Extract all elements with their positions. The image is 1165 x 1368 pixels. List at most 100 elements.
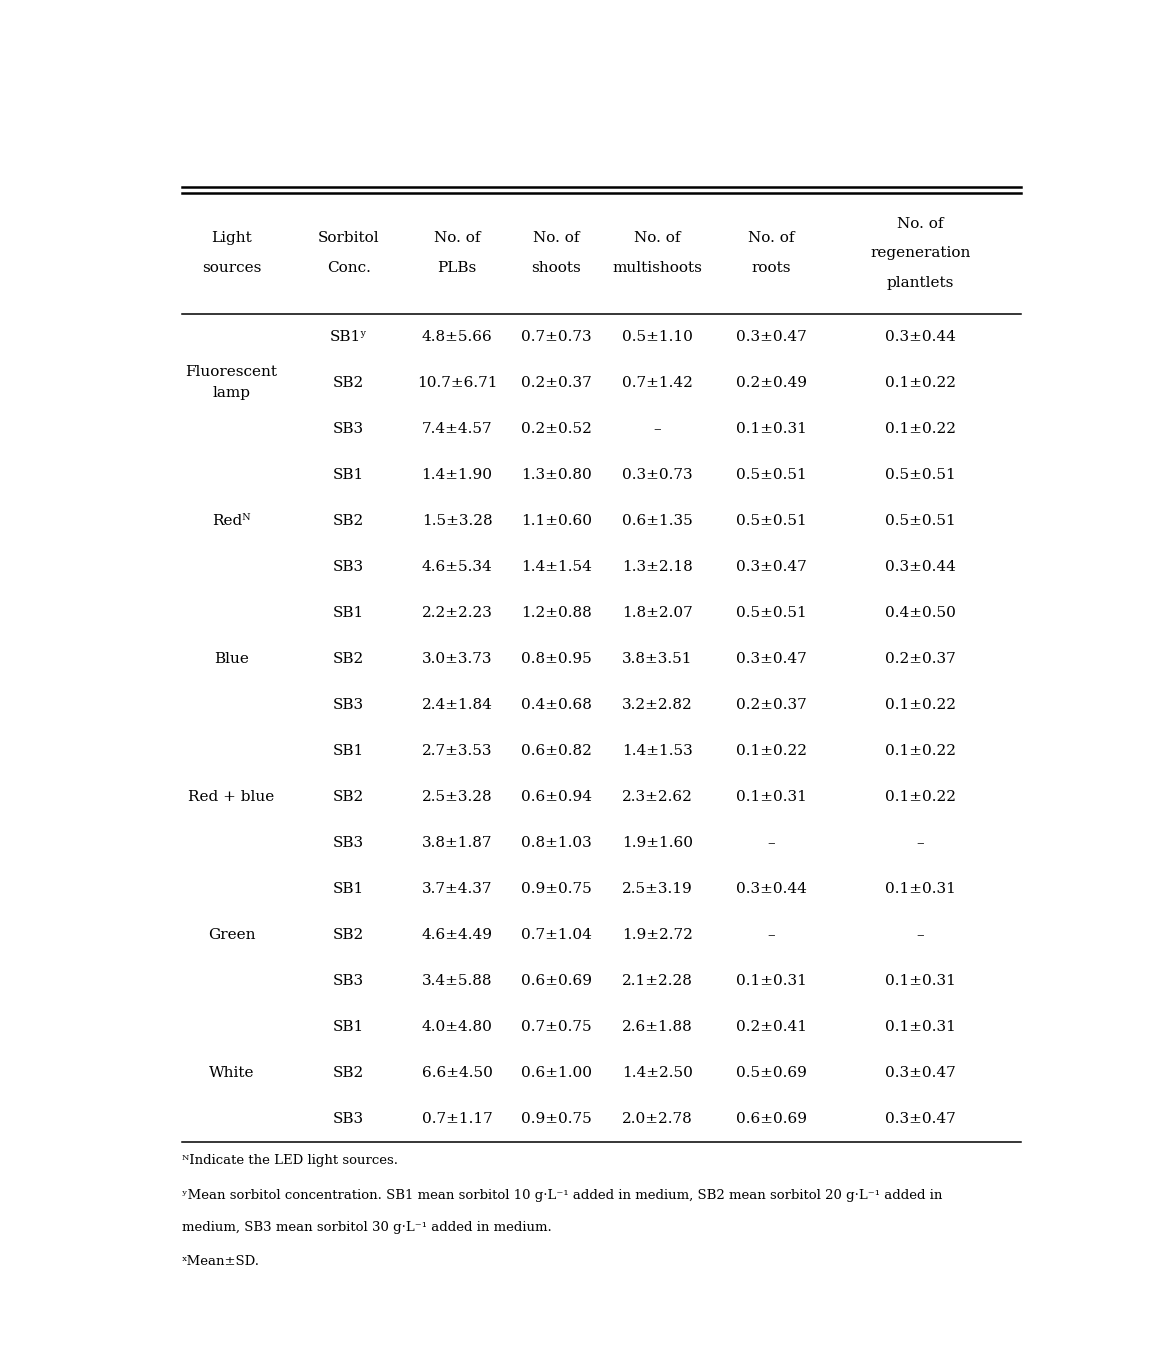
Text: –: –	[917, 836, 924, 850]
Text: 3.4±5.88: 3.4±5.88	[422, 974, 493, 988]
Text: 0.8±1.03: 0.8±1.03	[521, 836, 592, 850]
Text: lamp: lamp	[212, 386, 250, 401]
Text: SB2: SB2	[333, 376, 365, 390]
Text: SB2: SB2	[333, 1066, 365, 1079]
Text: 2.5±3.19: 2.5±3.19	[622, 882, 693, 896]
Text: 4.8±5.66: 4.8±5.66	[422, 330, 493, 343]
Text: No. of: No. of	[897, 216, 944, 231]
Text: 0.5±0.51: 0.5±0.51	[736, 514, 806, 528]
Text: 0.1±0.22: 0.1±0.22	[884, 421, 955, 436]
Text: 0.7±1.17: 0.7±1.17	[422, 1112, 493, 1126]
Text: 0.9±0.75: 0.9±0.75	[521, 1112, 592, 1126]
Text: SB1: SB1	[333, 744, 365, 758]
Text: 2.0±2.78: 2.0±2.78	[622, 1112, 693, 1126]
Text: 6.6±4.50: 6.6±4.50	[422, 1066, 493, 1079]
Text: No. of: No. of	[534, 231, 580, 245]
Text: 0.3±0.47: 0.3±0.47	[736, 560, 806, 573]
Text: 0.3±0.44: 0.3±0.44	[885, 560, 955, 573]
Text: SB3: SB3	[333, 421, 365, 436]
Text: 1.8±2.07: 1.8±2.07	[622, 606, 693, 620]
Text: 0.1±0.22: 0.1±0.22	[884, 698, 955, 711]
Text: 0.2±0.52: 0.2±0.52	[521, 421, 592, 436]
Text: 7.4±4.57: 7.4±4.57	[422, 421, 493, 436]
Text: 1.4±1.53: 1.4±1.53	[622, 744, 693, 758]
Text: Blue: Blue	[214, 651, 249, 666]
Text: 0.2±0.37: 0.2±0.37	[885, 651, 955, 666]
Text: roots: roots	[751, 261, 791, 275]
Text: 0.6±1.00: 0.6±1.00	[521, 1066, 592, 1079]
Text: 0.6±0.69: 0.6±0.69	[521, 974, 592, 988]
Text: 0.6±0.94: 0.6±0.94	[521, 789, 592, 804]
Text: 3.2±2.82: 3.2±2.82	[622, 698, 693, 711]
Text: SB2: SB2	[333, 651, 365, 666]
Text: 4.6±5.34: 4.6±5.34	[422, 560, 493, 573]
Text: 0.3±0.44: 0.3±0.44	[736, 882, 806, 896]
Text: 4.6±4.49: 4.6±4.49	[422, 928, 493, 941]
Text: ˣMean±SD.: ˣMean±SD.	[182, 1256, 260, 1268]
Text: 0.5±0.51: 0.5±0.51	[885, 468, 955, 482]
Text: 0.3±0.44: 0.3±0.44	[885, 330, 955, 343]
Text: Redᴺ: Redᴺ	[212, 514, 250, 528]
Text: 2.7±3.53: 2.7±3.53	[422, 744, 493, 758]
Text: 0.6±0.69: 0.6±0.69	[736, 1112, 807, 1126]
Text: 0.3±0.73: 0.3±0.73	[622, 468, 693, 482]
Text: SB1: SB1	[333, 882, 365, 896]
Text: 0.4±0.50: 0.4±0.50	[885, 606, 955, 620]
Text: 4.0±4.80: 4.0±4.80	[422, 1019, 493, 1034]
Text: SB2: SB2	[333, 789, 365, 804]
Text: 0.1±0.22: 0.1±0.22	[884, 376, 955, 390]
Text: Green: Green	[207, 928, 255, 941]
Text: ʸMean sorbitol concentration. SB1 mean sorbitol 10 g·L⁻¹ added in medium, SB2 me: ʸMean sorbitol concentration. SB1 mean s…	[182, 1189, 942, 1202]
Text: 3.8±1.87: 3.8±1.87	[422, 836, 493, 850]
Text: SB2: SB2	[333, 928, 365, 941]
Text: plantlets: plantlets	[887, 276, 954, 290]
Text: 0.2±0.49: 0.2±0.49	[736, 376, 807, 390]
Text: SB3: SB3	[333, 1112, 365, 1126]
Text: 0.2±0.37: 0.2±0.37	[736, 698, 806, 711]
Text: 0.1±0.31: 0.1±0.31	[885, 1019, 955, 1034]
Text: No. of: No. of	[634, 231, 680, 245]
Text: 1.4±1.90: 1.4±1.90	[422, 468, 493, 482]
Text: White: White	[209, 1066, 254, 1079]
Text: 2.3±2.62: 2.3±2.62	[622, 789, 693, 804]
Text: sources: sources	[202, 261, 261, 275]
Text: –: –	[654, 421, 662, 436]
Text: 0.1±0.22: 0.1±0.22	[884, 789, 955, 804]
Text: 0.6±0.82: 0.6±0.82	[521, 744, 592, 758]
Text: 0.7±1.42: 0.7±1.42	[622, 376, 693, 390]
Text: 1.2±0.88: 1.2±0.88	[521, 606, 592, 620]
Text: 0.1±0.22: 0.1±0.22	[884, 744, 955, 758]
Text: SB2: SB2	[333, 514, 365, 528]
Text: multishoots: multishoots	[613, 261, 702, 275]
Text: 0.2±0.37: 0.2±0.37	[521, 376, 592, 390]
Text: Light: Light	[211, 231, 252, 245]
Text: Conc.: Conc.	[327, 261, 370, 275]
Text: 0.7±0.73: 0.7±0.73	[521, 330, 592, 343]
Text: 2.1±2.28: 2.1±2.28	[622, 974, 693, 988]
Text: SB1: SB1	[333, 1019, 365, 1034]
Text: No. of: No. of	[748, 231, 795, 245]
Text: 1.3±2.18: 1.3±2.18	[622, 560, 693, 573]
Text: 0.5±0.51: 0.5±0.51	[736, 606, 806, 620]
Text: 0.2±0.41: 0.2±0.41	[736, 1019, 807, 1034]
Text: 0.5±0.51: 0.5±0.51	[736, 468, 806, 482]
Text: Fluorescent: Fluorescent	[185, 365, 277, 379]
Text: 1.5±3.28: 1.5±3.28	[422, 514, 493, 528]
Text: –: –	[917, 928, 924, 941]
Text: 0.4±0.68: 0.4±0.68	[521, 698, 592, 711]
Text: SB3: SB3	[333, 836, 365, 850]
Text: medium, SB3 mean sorbitol 30 g·L⁻¹ added in medium.: medium, SB3 mean sorbitol 30 g·L⁻¹ added…	[182, 1220, 551, 1234]
Text: 0.1±0.31: 0.1±0.31	[885, 882, 955, 896]
Text: SB3: SB3	[333, 974, 365, 988]
Text: No. of: No. of	[433, 231, 480, 245]
Text: 1.9±1.60: 1.9±1.60	[622, 836, 693, 850]
Text: 1.1±0.60: 1.1±0.60	[521, 514, 592, 528]
Text: –: –	[768, 836, 775, 850]
Text: shoots: shoots	[531, 261, 581, 275]
Text: 3.8±3.51: 3.8±3.51	[622, 651, 693, 666]
Text: 0.1±0.31: 0.1±0.31	[736, 789, 806, 804]
Text: SB3: SB3	[333, 698, 365, 711]
Text: 0.8±0.95: 0.8±0.95	[521, 651, 592, 666]
Text: 0.1±0.31: 0.1±0.31	[736, 974, 806, 988]
Text: SB1ʸ: SB1ʸ	[330, 330, 368, 343]
